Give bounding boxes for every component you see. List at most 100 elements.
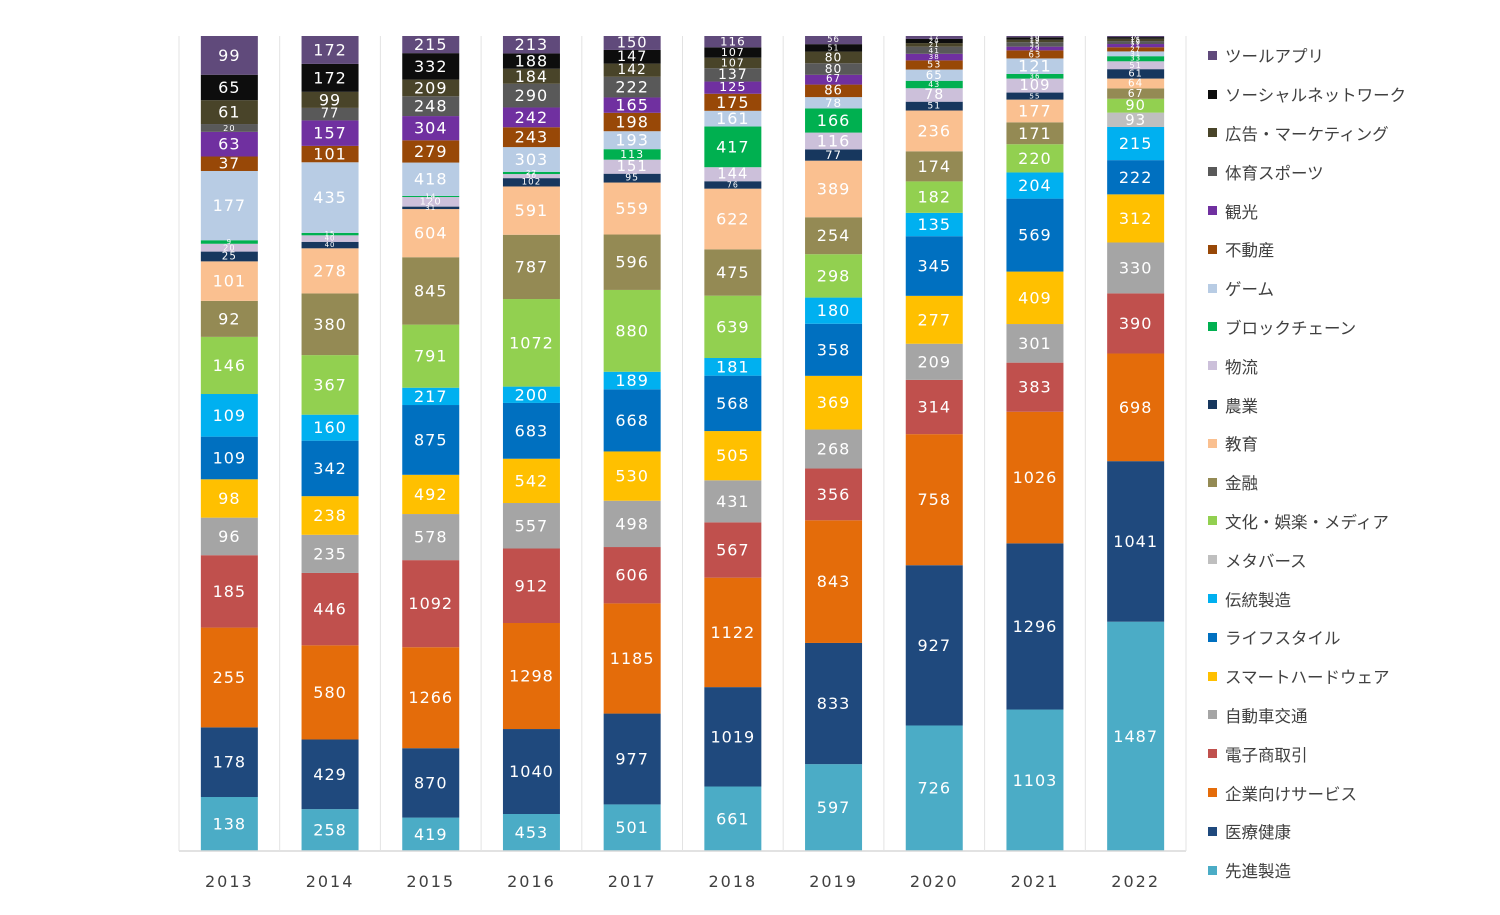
bar-segment (704, 480, 762, 523)
bar-segment (603, 149, 661, 160)
data-label: 204 (1018, 176, 1052, 195)
bar-segment (1006, 198, 1064, 272)
data-label: 367 (313, 375, 347, 394)
legend-swatch (1208, 400, 1217, 410)
data-label: 222 (1119, 168, 1153, 187)
bar-segment (603, 131, 661, 150)
data-label: 330 (1119, 258, 1153, 277)
bar-segment (402, 647, 460, 749)
bar-segment (603, 97, 661, 113)
bar-segment (301, 63, 359, 92)
legend-swatch (1208, 671, 1217, 681)
data-label: 102 (522, 177, 542, 187)
legend-item: ブロックチェーン (1208, 308, 1498, 347)
legend-label: スマートハードウェア (1225, 668, 1390, 688)
data-label: 277 (917, 310, 951, 329)
bar-segment (1107, 51, 1165, 57)
data-label: 15 (1130, 36, 1141, 44)
legend-label: 自動車交通 (1225, 706, 1308, 726)
x-axis: 2013 2014 2015 2016 2017 2018 2019 2020 2021 2022 (178, 36, 1187, 891)
bar-segment (603, 36, 661, 50)
bar-segment (301, 739, 359, 810)
x-tick-label: 2016 (507, 872, 556, 891)
legend-item: 不動産 (1208, 230, 1498, 269)
bar-segment (704, 57, 762, 69)
bar-segment (402, 197, 460, 207)
bar-segment (905, 295, 963, 344)
data-label: 78 (825, 96, 842, 110)
data-label: 580 (313, 683, 347, 702)
bar-segment (704, 295, 762, 359)
data-label: 36 (1029, 72, 1040, 80)
data-label: 279 (414, 142, 448, 161)
legend-item: 物流 (1208, 346, 1498, 385)
data-label: 78 (924, 87, 944, 103)
bar-segment (200, 170, 258, 241)
bar-segment (200, 436, 258, 480)
data-label: 65 (926, 68, 943, 82)
bar-segment (402, 748, 460, 818)
x-tick-label: 2018 (708, 872, 757, 891)
data-label: 80 (825, 50, 843, 64)
data-label: 19 (1029, 35, 1040, 43)
bar-segment (905, 343, 963, 380)
data-label: 90 (1125, 97, 1146, 114)
bar-segment (200, 100, 258, 125)
bar-segment (805, 642, 863, 765)
data-label: 578 (414, 528, 448, 547)
data-label: 409 (1018, 288, 1052, 307)
bar-segment (301, 241, 359, 249)
data-label: 596 (615, 253, 649, 272)
bar-segment (1006, 37, 1064, 40)
data-label: 63 (1029, 49, 1042, 59)
data-label: 50 (526, 172, 537, 180)
data-label: 342 (313, 459, 347, 478)
data-label: 236 (917, 121, 951, 140)
bar-segment (905, 212, 963, 237)
data-label: 369 (817, 393, 851, 412)
bar-segment (603, 63, 661, 77)
bar-segment (301, 572, 359, 646)
data-label: 96 (218, 527, 240, 546)
data-label: 161 (716, 109, 750, 128)
bar-segment (200, 727, 258, 798)
data-label: 142 (617, 62, 646, 78)
data-label: 242 (515, 108, 549, 127)
data-label: 390 (1119, 314, 1153, 333)
legend-label: ライフスタイル (1225, 629, 1341, 649)
data-label: 268 (817, 440, 851, 459)
data-label: 37 (219, 155, 240, 173)
bar-segment (603, 804, 661, 851)
data-label: 150 (617, 34, 648, 51)
data-label: 93 (1125, 111, 1146, 129)
legend-label: 先進製造 (1225, 862, 1291, 882)
bar-segment (805, 108, 863, 133)
data-label: 1026 (1013, 468, 1058, 487)
data-label: 209 (917, 352, 951, 371)
data-label: 109 (213, 448, 247, 467)
bar-segment (805, 217, 863, 255)
data-label: 160 (313, 418, 347, 437)
bar-segment (402, 405, 460, 475)
data-label: 475 (716, 263, 750, 282)
bar-segment (704, 167, 762, 182)
data-label: 55 (1029, 92, 1040, 101)
bar-segment (200, 479, 258, 518)
bar-segment (502, 729, 560, 814)
bar-segment (704, 47, 762, 58)
bar-segment (1006, 122, 1064, 145)
bar-segment (905, 80, 963, 89)
bar-segment (1006, 324, 1064, 363)
data-label: 389 (817, 179, 851, 198)
legend-item: 広告・マーケティング (1208, 114, 1498, 153)
data-label: 1266 (408, 688, 453, 707)
data-label: 492 (414, 485, 448, 504)
data-label: 222 (615, 78, 649, 97)
data-label: 1019 (710, 727, 755, 746)
bar-segment (1006, 99, 1064, 123)
bar-segment (704, 249, 762, 296)
legend-label: ツールアプリ (1225, 47, 1324, 67)
bar-segment (502, 402, 560, 459)
data-label: 419 (414, 825, 448, 844)
bar-segment (704, 188, 762, 250)
